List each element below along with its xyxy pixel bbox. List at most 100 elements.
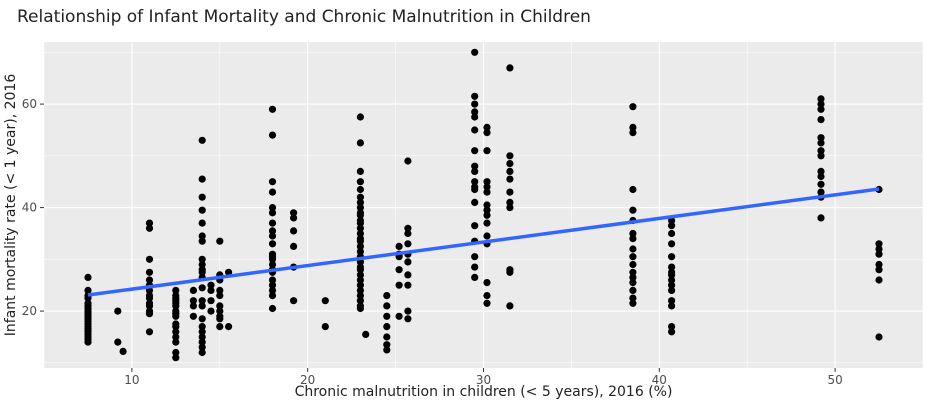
- data-point: [356, 204, 364, 212]
- x-tick-label: 50: [827, 373, 842, 387]
- data-point: [216, 315, 224, 323]
- data-point: [268, 304, 277, 313]
- data-point: [198, 255, 206, 263]
- data-point: [483, 206, 491, 214]
- data-point: [145, 310, 154, 318]
- data-point: [404, 157, 412, 165]
- data-point: [268, 292, 277, 300]
- data-point: [875, 266, 883, 274]
- data-point: [483, 188, 491, 196]
- data-point: [817, 188, 825, 196]
- data-point: [321, 297, 329, 305]
- data-point: [207, 286, 215, 294]
- data-point: [471, 273, 479, 281]
- data-point: [216, 286, 224, 294]
- data-point: [817, 95, 825, 103]
- data-point: [198, 206, 206, 214]
- data-point: [383, 341, 391, 349]
- data-point: [506, 152, 514, 160]
- data-point: [198, 232, 206, 240]
- data-point: [875, 245, 883, 253]
- data-point: [471, 253, 479, 261]
- x-tick-label: 20: [300, 373, 315, 387]
- data-point: [268, 240, 277, 248]
- data-point: [290, 209, 298, 217]
- data-point: [356, 229, 364, 238]
- data-point: [817, 134, 825, 142]
- data-point: [404, 271, 412, 279]
- data-point: [356, 211, 364, 219]
- data-point: [356, 198, 364, 206]
- data-point: [225, 268, 233, 276]
- data-point: [356, 193, 364, 201]
- data-point: [629, 235, 637, 243]
- data-point: [198, 175, 206, 183]
- data-point: [471, 92, 479, 100]
- data-point: [268, 219, 277, 227]
- data-point: [356, 219, 364, 227]
- data-point: [268, 204, 277, 212]
- data-point: [404, 224, 412, 232]
- data-point: [395, 281, 403, 289]
- data-point: [506, 302, 514, 310]
- data-point: [668, 229, 676, 238]
- x-tick-label: 40: [652, 373, 667, 387]
- data-point: [268, 105, 277, 113]
- data-point: [471, 222, 479, 230]
- data-point: [145, 302, 154, 310]
- data-point: [506, 160, 514, 168]
- data-point: [268, 188, 277, 196]
- data-point: [145, 276, 154, 284]
- data-point: [404, 307, 412, 315]
- data-point: [356, 266, 364, 274]
- data-point: [506, 188, 514, 196]
- data-point: [395, 266, 403, 274]
- data-point: [268, 281, 277, 289]
- data-point: [383, 302, 391, 310]
- data-point: [356, 304, 364, 313]
- data-point: [356, 242, 364, 250]
- data-point: [145, 328, 154, 336]
- data-point: [198, 333, 206, 341]
- data-point: [483, 232, 491, 240]
- data-point: [145, 224, 154, 232]
- data-point: [268, 227, 277, 235]
- data-point: [471, 108, 479, 116]
- data-point: [817, 152, 825, 160]
- data-point: [471, 48, 479, 56]
- data-points: [84, 48, 883, 362]
- data-point: [268, 276, 277, 284]
- data-point: [268, 209, 277, 217]
- data-point: [268, 286, 277, 294]
- data-point: [817, 100, 825, 108]
- data-point: [145, 255, 154, 263]
- data-point: [383, 333, 391, 341]
- data-point: [668, 286, 676, 294]
- data-point: [198, 219, 206, 227]
- data-point: [471, 167, 479, 175]
- data-point: [290, 214, 298, 222]
- data-point: [356, 237, 364, 245]
- data-point: [189, 312, 197, 320]
- data-point: [875, 240, 883, 248]
- data-point: [483, 299, 491, 307]
- data-point: [362, 330, 370, 338]
- data-point: [172, 328, 180, 336]
- data-point: [668, 302, 676, 310]
- data-point: [356, 248, 364, 256]
- data-point: [172, 302, 180, 310]
- data-point: [356, 178, 364, 186]
- data-point: [471, 126, 479, 134]
- data-point: [172, 312, 180, 320]
- data-point: [356, 139, 364, 147]
- data-point: [629, 129, 637, 137]
- data-point: [629, 286, 637, 294]
- data-point: [471, 185, 479, 194]
- data-point: [383, 346, 391, 354]
- data-point: [356, 167, 364, 175]
- data-point: [875, 333, 883, 341]
- data-point: [114, 307, 122, 315]
- data-point: [172, 354, 180, 362]
- data-point: [207, 307, 215, 315]
- data-point: [668, 276, 676, 284]
